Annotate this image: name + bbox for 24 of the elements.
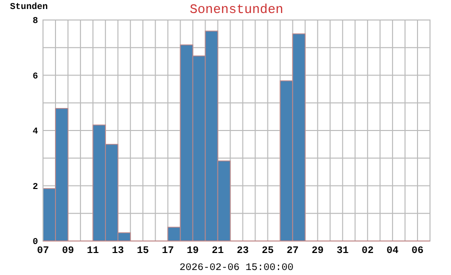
x-tick-label: 06 bbox=[412, 246, 424, 257]
y-tick-label: 2 bbox=[32, 182, 38, 192]
y-tick-label: 8 bbox=[32, 16, 38, 26]
x-tick-label: 07 bbox=[36, 246, 50, 257]
x-tick-label: 27 bbox=[286, 246, 299, 257]
x-tick-label: 29 bbox=[312, 246, 324, 257]
x-tick-label: 11 bbox=[86, 246, 99, 257]
y-axis-title: Stunden bbox=[10, 2, 48, 12]
x-tick-label: 13 bbox=[112, 246, 124, 257]
x-tick-label: 23 bbox=[236, 246, 249, 257]
x-tick-label: 25 bbox=[262, 246, 274, 257]
chart-title: Sonenstunden bbox=[190, 2, 284, 17]
x-tick-label: 31 bbox=[336, 246, 349, 257]
x-tick-label: 04 bbox=[386, 246, 399, 257]
x-tick-label: 02 bbox=[362, 246, 374, 257]
y-tick-label: 6 bbox=[32, 71, 38, 82]
y-tick-label: 4 bbox=[32, 126, 39, 137]
y-tick-label: 0 bbox=[32, 237, 38, 248]
x-tick-label: 17 bbox=[162, 246, 174, 257]
x-tick-label: 21 bbox=[212, 246, 224, 257]
text: 2026-02-06 15:00:00 bbox=[179, 263, 294, 274]
x-tick-label: 09 bbox=[62, 246, 74, 257]
x-tick-label: 15 bbox=[136, 246, 149, 257]
x-tick-label: 19 bbox=[186, 246, 199, 257]
